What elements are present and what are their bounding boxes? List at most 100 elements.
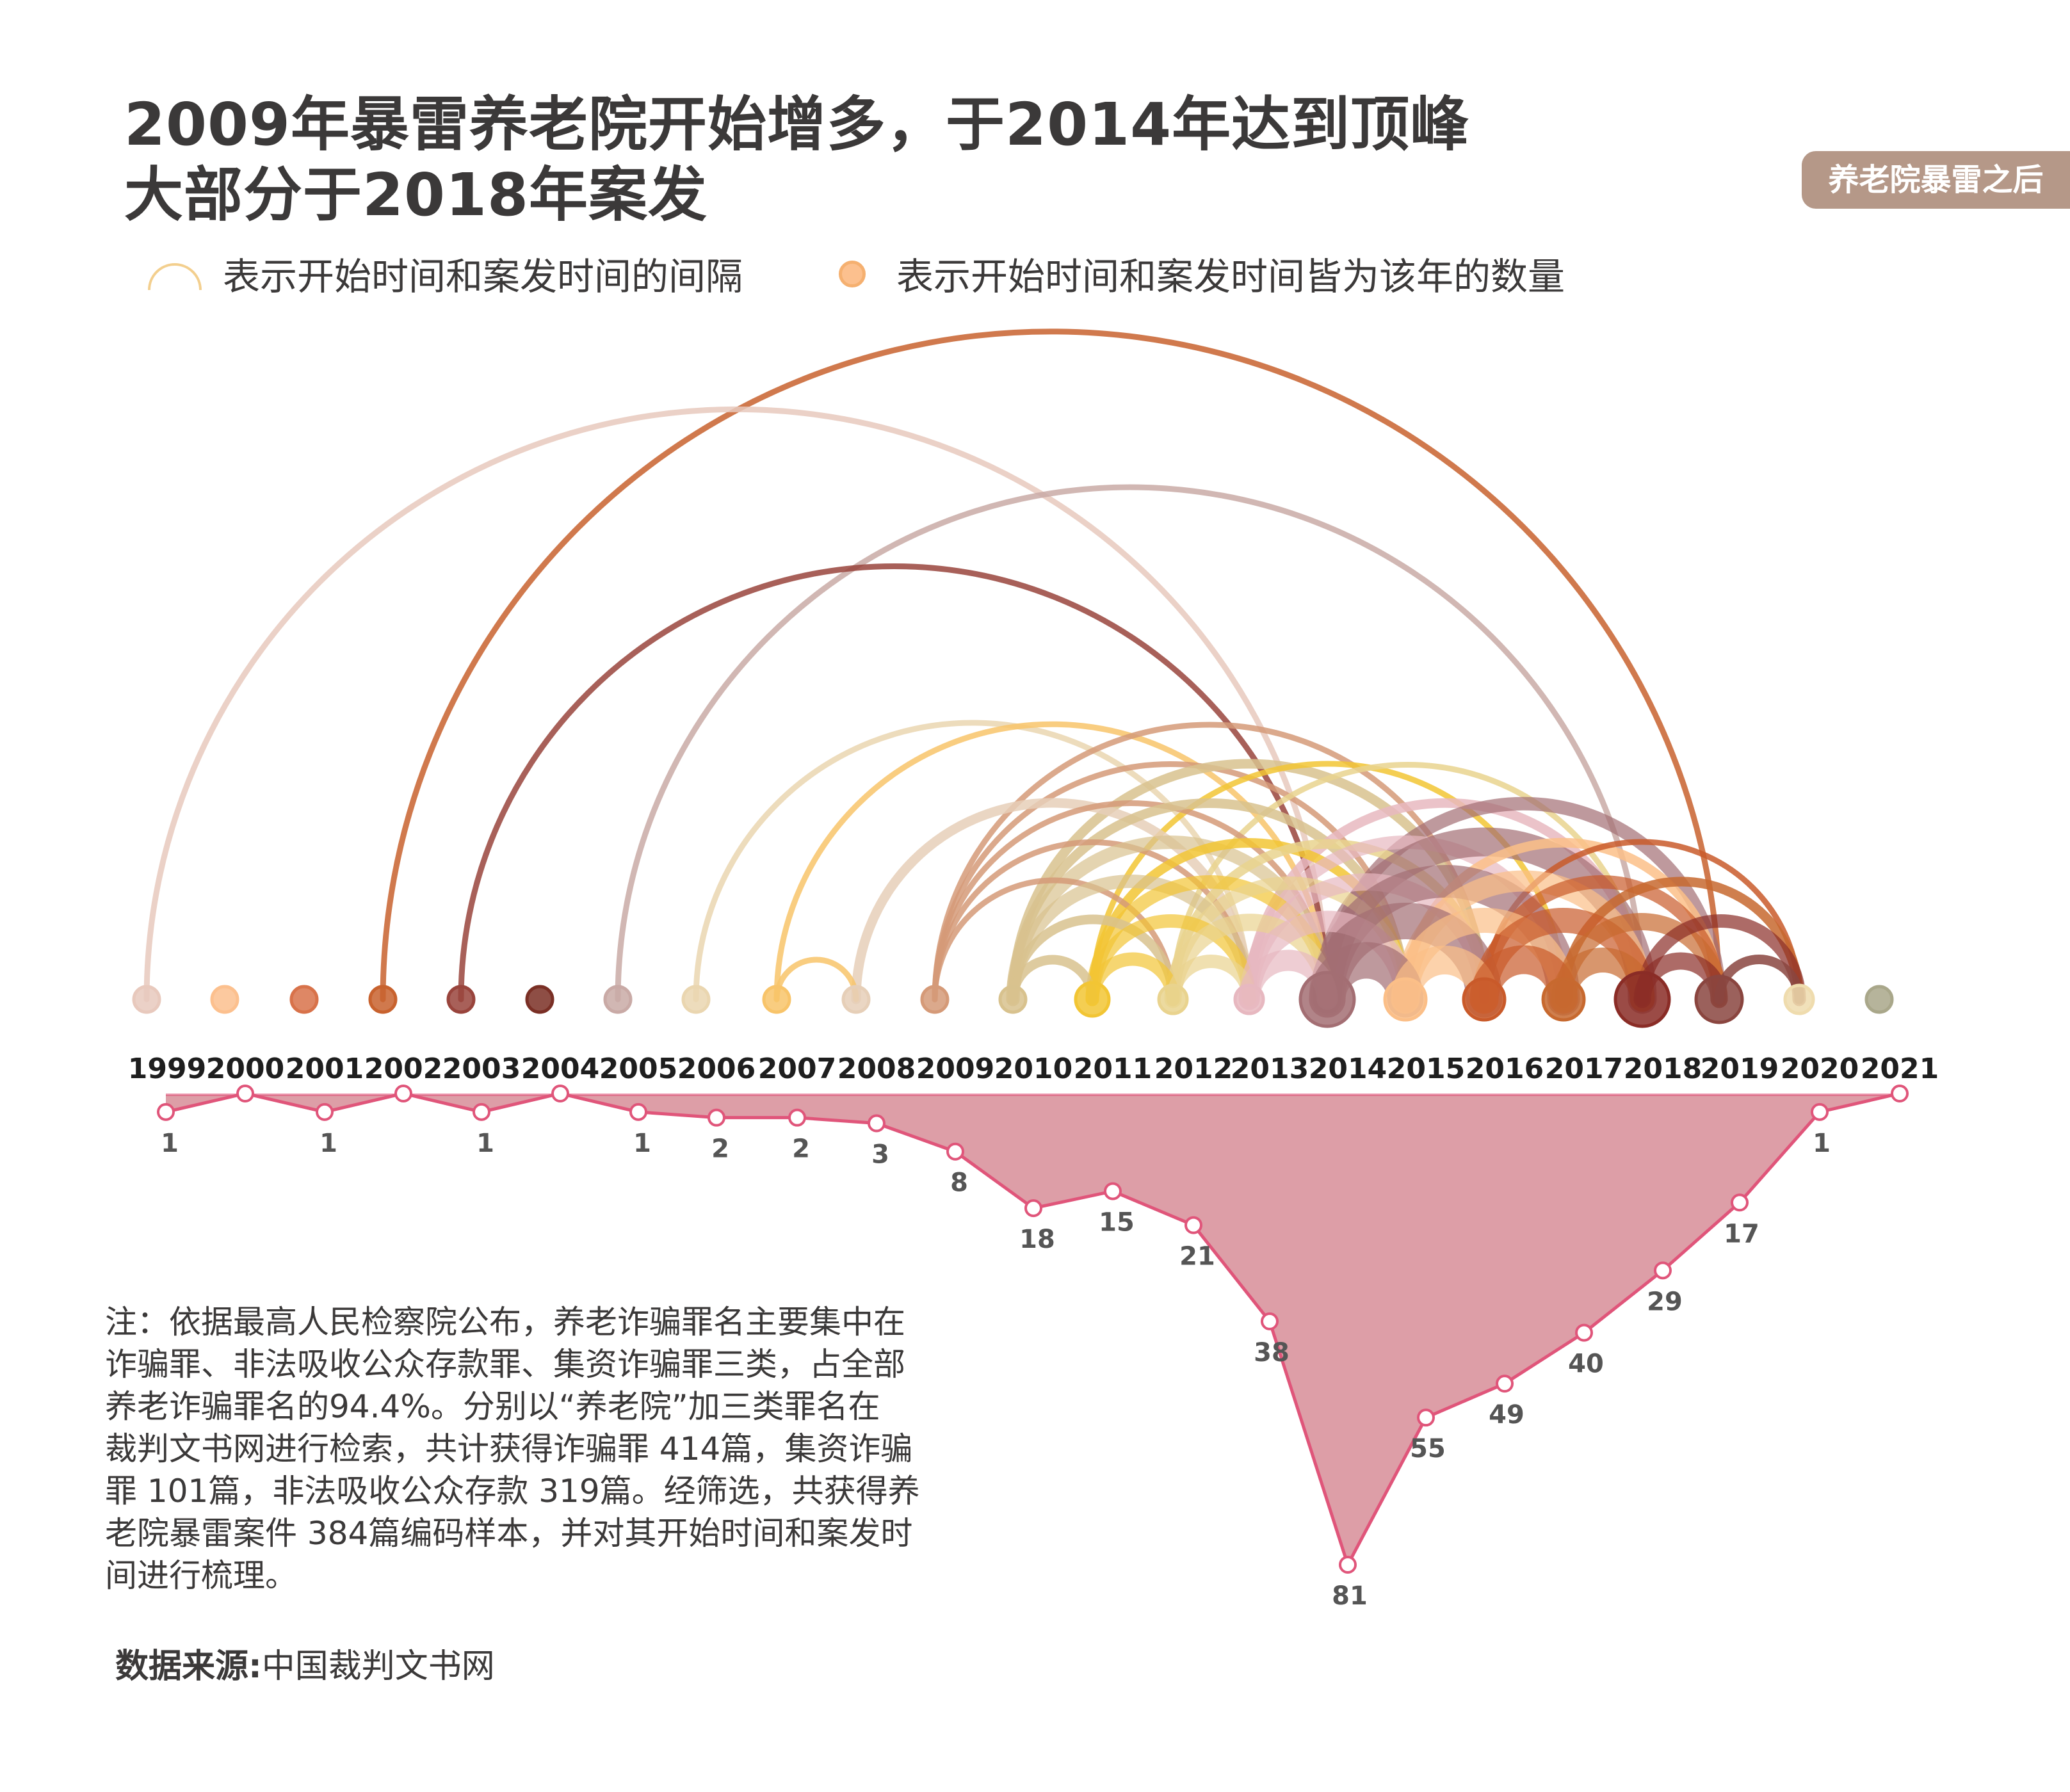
area-point: [1496, 1375, 1514, 1393]
value-label: 17: [1724, 1219, 1759, 1248]
year-tick-label: 2008: [837, 1053, 916, 1085]
value-label: 21: [1179, 1242, 1215, 1271]
area-point: [394, 1085, 412, 1102]
series-badge: 养老院暴雷之后: [1802, 151, 2070, 209]
value-label: 2: [711, 1134, 729, 1164]
year-dot-2012: [1157, 983, 1189, 1015]
value-label: 15: [1099, 1208, 1135, 1238]
area-point: [1339, 1556, 1357, 1574]
year-tick-label: 2019: [1701, 1053, 1779, 1085]
area-point: [1185, 1216, 1202, 1234]
year-dot-1999: [132, 985, 161, 1014]
year-dot-2017: [1541, 977, 1586, 1022]
year-dot-2004: [525, 985, 554, 1014]
year-tick-label: 2007: [758, 1053, 836, 1085]
value-label: 81: [1332, 1581, 1368, 1611]
year-tick-label: 2021: [1861, 1053, 1939, 1085]
year-dot-2016: [1462, 977, 1507, 1022]
data-source-value: 中国裁判文书网: [261, 1647, 495, 1686]
year-tick-label: 2015: [1387, 1053, 1465, 1085]
note-line: 诈骗罪、非法吸收公众存款罪、集资诈骗罪三类，占全部: [105, 1346, 905, 1383]
legend-arc-icon: [148, 263, 202, 291]
year-tick-label: 2014: [1309, 1053, 1387, 1085]
value-label: 38: [1254, 1338, 1290, 1368]
area-point: [157, 1102, 175, 1121]
year-tick-label: 2002: [364, 1053, 442, 1085]
area-point: [1654, 1261, 1672, 1280]
year-dot-2013: [1233, 983, 1265, 1015]
note-line: 老院暴雷案件 384篇编码样本，并对其开始时间和案发时: [105, 1515, 913, 1552]
arc-2010-2012: [1008, 914, 1178, 1005]
year-tick-label: 2010: [994, 1053, 1072, 1085]
value-label: 18: [1019, 1225, 1055, 1254]
title-line-1: 2009年暴雷养老院开始增多，于2014年达到顶峰: [124, 90, 1470, 159]
value-label: 1: [476, 1129, 494, 1158]
year-tick-label: 2003: [442, 1053, 521, 1085]
area-point: [316, 1102, 334, 1121]
arc-1999-2014: [143, 406, 1330, 1003]
area-point: [946, 1142, 964, 1161]
year-dot-2011: [1074, 981, 1111, 1018]
value-label: 55: [1410, 1434, 1446, 1464]
area-point: [1104, 1182, 1122, 1200]
methodology-note: 注：依据最高人民检察院公布，养老诈骗罪名主要集中在 诈骗罪、非法吸收公众存款罪、…: [105, 1301, 1001, 1597]
area-point: [629, 1102, 647, 1121]
year-tick-label: 1999: [128, 1053, 206, 1085]
year-dot-2001: [289, 985, 319, 1014]
area-point: [1731, 1193, 1749, 1212]
year-tick-label: 2020: [1781, 1053, 1859, 1085]
data-source: 数据来源:中国裁判文书网: [115, 1639, 495, 1687]
area-point: [236, 1085, 254, 1102]
note-line: 罪 101篇，非法吸收公众存款 319篇。经筛选，共获得养: [105, 1473, 920, 1510]
year-tick-label: 2004: [521, 1053, 599, 1085]
value-label: 29: [1647, 1287, 1683, 1316]
year-dot-2021: [1864, 985, 1894, 1014]
year-dot-2019: [1694, 974, 1744, 1024]
legend-dot-label: 表示开始时间和案发时间皆为该年的数量: [896, 255, 1565, 298]
value-label: 1: [319, 1129, 337, 1158]
legend-arc-label: 表示开始时间和案发时间的间隔: [223, 255, 743, 298]
year-dot-2009: [920, 985, 950, 1014]
year-tick-label: 2006: [677, 1053, 756, 1085]
year-dot-2003: [446, 985, 476, 1014]
title-line-2: 大部分于2018年案发: [124, 161, 708, 229]
year-dot-2018: [1613, 971, 1671, 1028]
arc-2009-2012: [932, 877, 1176, 1003]
year-dot-2010: [998, 985, 1028, 1014]
chart-title: 2009年暴雷养老院开始增多，于2014年达到顶峰 大部分于2018年案发: [124, 90, 1469, 230]
year-dot-2000: [210, 985, 239, 1014]
year-tick-label: 2000: [206, 1053, 284, 1085]
year-tick-label: 2011: [1074, 1053, 1152, 1085]
year-dot-2005: [603, 985, 633, 1014]
area-point: [551, 1085, 569, 1102]
area-point: [788, 1108, 806, 1127]
year-dot-2008: [841, 985, 871, 1014]
area-point: [1261, 1312, 1279, 1330]
legend-dot-icon: [839, 261, 866, 287]
year-dot-2014: [1298, 971, 1356, 1028]
value-label: 40: [1568, 1350, 1604, 1379]
year-dot-2007: [762, 985, 791, 1014]
value-label: 1: [633, 1129, 651, 1158]
year-tick-label: 2009: [916, 1053, 994, 1085]
year-tick-label: 2018: [1624, 1053, 1702, 1085]
area-point: [1811, 1102, 1829, 1121]
note-line: 养老诈骗罪名的94.4%。分别以“养老院”加三类罪名在: [105, 1388, 880, 1425]
note-line: 注：依据最高人民检察院公布，养老诈骗罪名主要集中在: [105, 1304, 905, 1341]
year-dot-2002: [368, 985, 398, 1014]
value-label: 8: [950, 1168, 968, 1198]
area-point: [708, 1108, 725, 1127]
year-tick-label: 2001: [286, 1053, 364, 1085]
year-tick-label: 2005: [599, 1053, 677, 1085]
area-point: [1417, 1409, 1435, 1427]
area-point: [473, 1102, 490, 1121]
value-label: 49: [1489, 1400, 1524, 1430]
year-dot-2006: [681, 985, 711, 1014]
dots-layer: [132, 971, 1894, 1028]
note-line: 裁判文书网进行检索，共计获得诈骗罪 414篇，集资诈骗: [105, 1430, 913, 1467]
year-tick-label: 2016: [1466, 1053, 1544, 1085]
arc-2005-2018: [615, 484, 1645, 1003]
year-tick-label: 2013: [1231, 1053, 1309, 1085]
